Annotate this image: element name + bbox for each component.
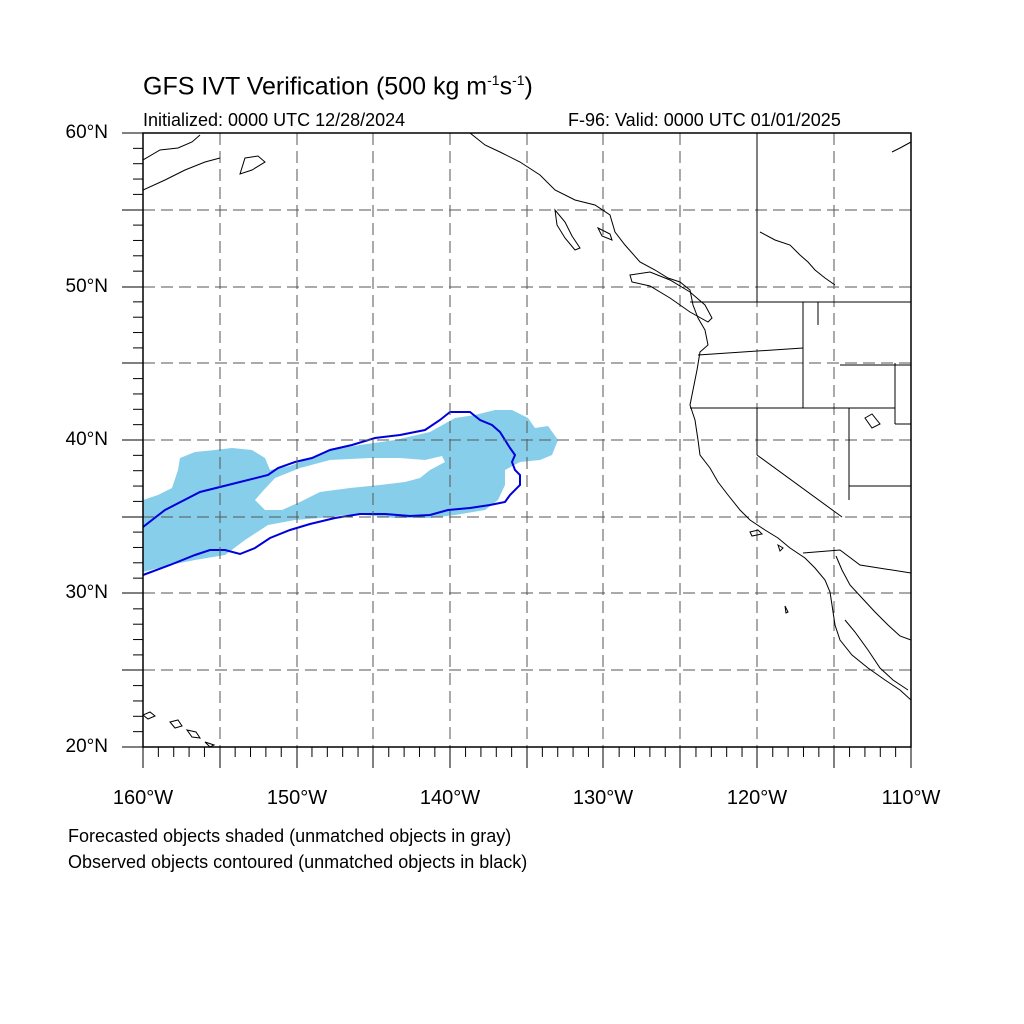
observed-object-contour <box>143 411 521 576</box>
initialized-time: Initialized: 0000 UTC 12/28/2024 <box>143 110 406 130</box>
lat-label-20n: 20°N <box>65 736 108 757</box>
lon-label-120w: 120°W <box>726 787 788 809</box>
lon-label-160w: 160°W <box>112 787 174 809</box>
lat-label-30n: 30°N <box>65 582 108 603</box>
lat-label-60n: 60°N <box>65 122 108 143</box>
lon-label-140w: 140°W <box>419 787 481 809</box>
valid-time: F-96: Valid: 0000 UTC 01/01/2025 <box>568 110 841 130</box>
forecast-object <box>143 410 558 572</box>
legend-forecast-note: Forecasted objects shaded (unmatched obj… <box>68 826 512 846</box>
lon-label-110w: 110°W <box>881 787 941 809</box>
map-title: GFS IVT Verification (500 kg m-1s-1) <box>143 72 533 101</box>
legend-observed-note: Observed objects contoured (unmatched ob… <box>68 852 528 872</box>
axis-ticks <box>122 132 912 768</box>
lon-label-130w: 130°W <box>572 787 634 809</box>
graticule <box>143 133 911 747</box>
lon-label-150w: 150°W <box>266 787 328 809</box>
coastlines <box>143 133 911 747</box>
minor-ticks <box>133 147 897 757</box>
lat-label-50n: 50°N <box>65 276 108 297</box>
lat-label-40n: 40°N <box>65 429 108 450</box>
